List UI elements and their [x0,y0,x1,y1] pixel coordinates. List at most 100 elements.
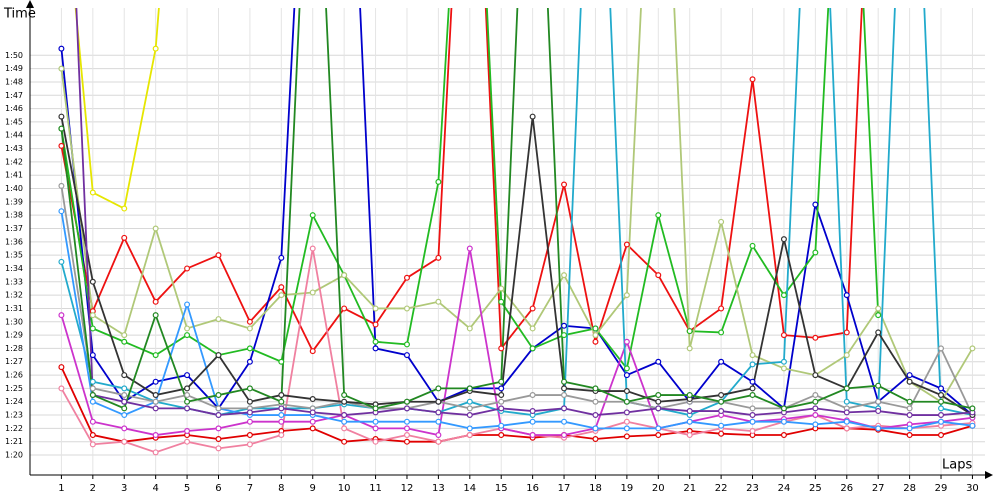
x-tick-label: 3 [121,483,127,494]
data-point [246,385,253,392]
data-point [215,425,222,432]
data-point [718,305,725,312]
x-tick-label: 9 [310,483,316,494]
data-point [89,432,96,439]
y-tick-label: 1:48 [5,77,23,86]
data-point [58,142,65,149]
data-point [58,364,65,371]
data-point [686,418,693,425]
data-point [121,398,128,405]
data-point [246,398,253,405]
data-point [403,341,410,348]
data-point [372,405,379,412]
data-point [749,352,756,359]
data-point [938,398,945,405]
data-point [121,425,128,432]
data-point [718,218,725,225]
data-point [655,405,662,412]
data-point [561,405,568,412]
data-point [749,412,756,419]
data-point [938,385,945,392]
data-point [623,418,630,425]
data-point [749,242,756,249]
data-point [498,432,505,439]
data-point [623,388,630,395]
data-point [89,189,96,196]
data-point [655,425,662,432]
data-point [561,272,568,279]
data-point [812,398,819,405]
x-tick-label: 19 [621,483,634,494]
data-point [58,385,65,392]
data-point [686,408,693,415]
data-point [498,298,505,305]
data-point [623,425,630,432]
data-point [215,436,222,443]
data-point [246,318,253,325]
data-point [403,438,410,445]
data-point [184,438,191,445]
y-tick-label: 1:42 [5,157,23,166]
data-point [215,316,222,323]
data-point [152,398,159,405]
data-point [969,405,976,412]
data-point [718,422,725,429]
data-point [309,348,316,355]
data-point [561,332,568,339]
data-point [121,412,128,419]
data-point [466,412,473,419]
data-point [843,329,850,336]
data-point [215,405,222,412]
data-point [309,212,316,219]
data-point [749,428,756,435]
data-point [372,418,379,425]
data-point [561,432,568,439]
data-point [498,385,505,392]
data-point [466,405,473,412]
data-point [655,358,662,365]
data-point [843,398,850,405]
x-tick-label: 23 [746,483,759,494]
data-point [969,422,976,429]
data-point [592,436,599,443]
data-point [435,385,442,392]
data-point [561,392,568,399]
data-point [623,398,630,405]
data-point [623,433,630,440]
data-point [843,352,850,359]
data-point [938,412,945,419]
data-point [592,332,599,339]
data-point [812,201,819,208]
data-point [561,322,568,329]
data-point [529,408,536,415]
data-point [498,345,505,352]
data-point [780,405,787,412]
data-point [152,392,159,399]
x-tick-label: 10 [338,483,351,494]
data-point [372,305,379,312]
data-point [529,113,536,120]
y-tick-label: 1:31 [5,304,23,313]
x-tick-label: 6 [215,483,221,494]
data-point [341,392,348,399]
data-point [529,345,536,352]
data-point [341,398,348,405]
y-tick-label: 1:32 [5,291,23,300]
data-point [592,412,599,419]
series-line [75,8,973,416]
data-point [121,205,128,212]
data-point [812,334,819,341]
data-point [372,345,379,352]
data-point [184,398,191,405]
data-point [89,385,96,392]
y-tick-label: 1:39 [5,197,23,206]
data-point [655,392,662,399]
data-point [152,449,159,456]
data-point [718,392,725,399]
data-point [246,345,253,352]
x-tick-label: 7 [247,483,253,494]
data-point [58,45,65,52]
data-point [498,405,505,412]
data-point [184,325,191,332]
x-tick-label: 17 [558,483,571,494]
